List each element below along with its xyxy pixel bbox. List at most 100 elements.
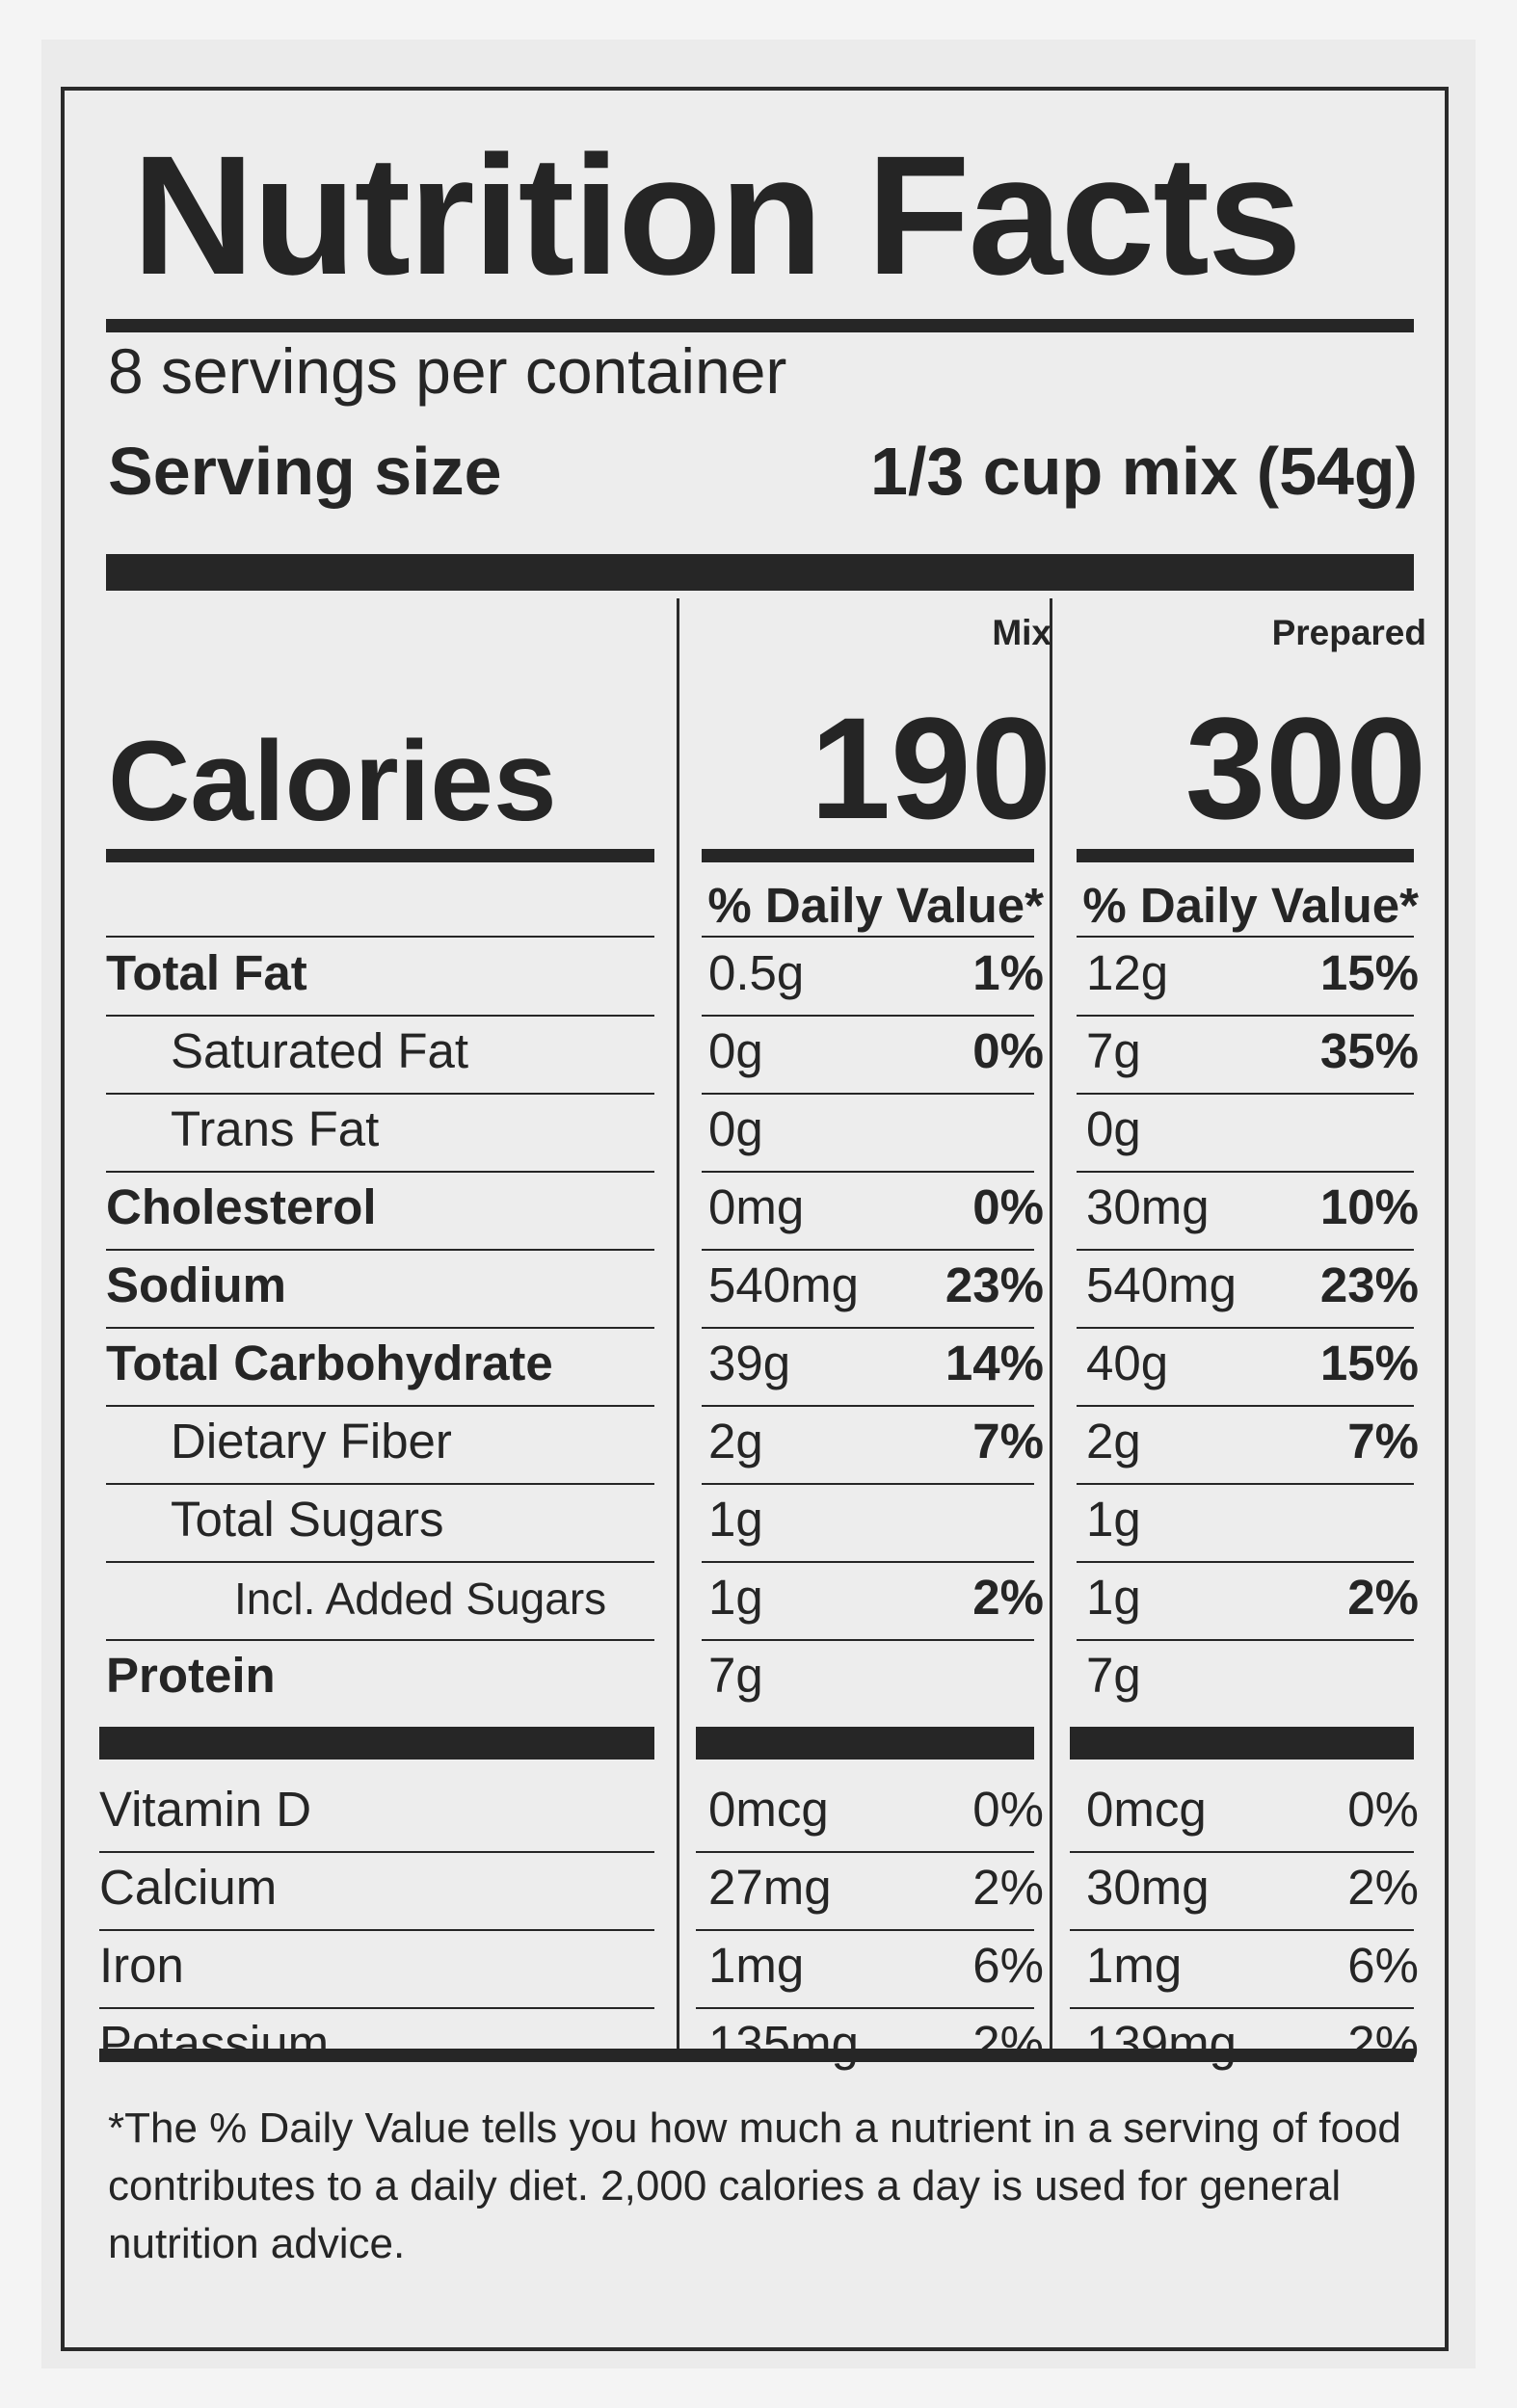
mix-daily-value: 6% [972, 1938, 1044, 1993]
mix-daily-value: 2% [972, 1570, 1044, 1625]
prepared-daily-value: 7% [1347, 1414, 1419, 1469]
nutrient-row: Protein 7g 7g [65, 1641, 1445, 1719]
serving-thick-rule [106, 554, 1414, 591]
mix-amount: 1g [708, 1492, 763, 1547]
row-divider-left [106, 1015, 654, 1017]
row-divider-prepared [1077, 1561, 1414, 1563]
mix-amount: 0.5g [708, 945, 805, 1000]
calories-rule-mix [702, 849, 1034, 862]
nutrient-name: Saturated Fat [171, 1023, 469, 1078]
row-divider-left [106, 1561, 654, 1563]
row-divider-mix [702, 1405, 1034, 1407]
micronutrient-row: Calcium 27mg 2% 30mg 2% [65, 1853, 1445, 1931]
nutrient-row: Incl. Added Sugars 1g 2% 1g 2% [65, 1563, 1445, 1641]
mix-daily-value: 23% [945, 1257, 1044, 1312]
mix-amount: 0g [708, 1101, 763, 1156]
column-divider-mix [677, 598, 679, 2049]
row-divider-left [106, 1483, 654, 1485]
micronutrient-name: Iron [99, 1938, 184, 1993]
nutrient-row: Total Fat 0.5g 1% 12g 15% [65, 939, 1445, 1017]
nutrient-name: Total Carbohydrate [106, 1336, 553, 1390]
prepared-daily-value: 15% [1319, 945, 1419, 1000]
prepared-amount: 12g [1086, 945, 1169, 1000]
mix-amount: 7g [708, 1648, 763, 1703]
nutrient-row: Saturated Fat 0g 0% 7g 35% [65, 1017, 1445, 1095]
calories-rule-left [106, 849, 654, 862]
dv-header-divider-left [106, 936, 654, 938]
row-divider-prepared [1077, 1171, 1414, 1173]
row-divider-left [106, 1171, 654, 1173]
prepared-amount: 30mg [1086, 1860, 1210, 1915]
row-divider-left [106, 1093, 654, 1095]
calories-label: Calories [108, 718, 557, 845]
mix-amount: 0mcg [708, 1782, 829, 1837]
column-heading-prepared: Prepared [1271, 613, 1426, 652]
prepared-amount: 7g [1086, 1648, 1141, 1703]
row-divider-prepared [1077, 1639, 1414, 1641]
column-heading-mix: Mix [992, 613, 1051, 652]
micronutrient-bar-mix [696, 1727, 1034, 1760]
mix-amount: 0g [708, 1023, 763, 1078]
servings-per-container: 8 servings per container [108, 335, 787, 407]
prepared-amount: 30mg [1086, 1179, 1210, 1234]
serving-size-value: 1/3 cup mix (54g) [870, 434, 1418, 509]
footnote-rule [99, 2049, 1414, 2062]
prepared-daily-value: 23% [1319, 1257, 1419, 1312]
prepared-daily-value: 15% [1319, 1336, 1419, 1390]
row-divider-mix [696, 2007, 1034, 2009]
mix-daily-value: 0% [972, 1023, 1044, 1078]
micronutrient-name: Vitamin D [99, 1782, 312, 1837]
column-divider-prepared [1050, 598, 1052, 2049]
mix-amount: 540mg [708, 1257, 859, 1312]
row-divider-prepared [1077, 1249, 1414, 1251]
micronutrient-bar-prepared [1070, 1727, 1414, 1760]
prepared-daily-value: 35% [1319, 1023, 1419, 1078]
nutrient-row: Total Carbohydrate 39g 14% 40g 15% [65, 1329, 1445, 1407]
row-divider-left [106, 1639, 654, 1641]
row-divider-prepared [1077, 1483, 1414, 1485]
row-divider-prepared [1077, 1405, 1414, 1407]
calories-rule-prepared [1077, 849, 1414, 862]
mix-amount: 2g [708, 1414, 763, 1469]
row-divider-prepared [1070, 1851, 1414, 1853]
nutrient-name: Incl. Added Sugars [234, 1574, 607, 1624]
nutrient-name: Protein [106, 1648, 276, 1703]
row-divider-prepared [1077, 1327, 1414, 1329]
micronutrient-row: Vitamin D 0mcg 0% 0mcg 0% [65, 1775, 1445, 1853]
mix-daily-value: 2% [972, 1860, 1044, 1915]
nutrient-row: Total Sugars 1g 1g [65, 1485, 1445, 1563]
row-divider-mix [702, 1561, 1034, 1563]
nutrient-name: Trans Fat [171, 1101, 380, 1156]
prepared-amount: 0mcg [1086, 1782, 1207, 1837]
dv-header-divider-mix [702, 936, 1034, 938]
nutrition-facts-label: Nutrition Facts 8 servings per container… [61, 87, 1449, 2351]
row-divider-mix [702, 1015, 1034, 1017]
row-divider-left [106, 1249, 654, 1251]
prepared-daily-value: 2% [1347, 1570, 1419, 1625]
daily-value-header-mix: % Daily Value* [707, 878, 1044, 933]
calories-prepared-value: 300 [1184, 687, 1426, 849]
prepared-daily-value: 2% [1347, 1860, 1419, 1915]
row-divider-prepared [1070, 2007, 1414, 2009]
nutrient-row: Sodium 540mg 23% 540mg 23% [65, 1251, 1445, 1329]
row-divider-left [99, 1851, 654, 1853]
row-divider-mix [702, 1639, 1034, 1641]
dv-header-divider-prepared [1077, 936, 1414, 938]
mix-daily-value: 1% [972, 945, 1044, 1000]
daily-value-footnote: *The % Daily Value tells you how much a … [108, 2104, 1401, 2267]
prepared-amount: 7g [1086, 1023, 1141, 1078]
row-divider-prepared [1070, 1929, 1414, 1931]
nutrient-name: Cholesterol [106, 1179, 377, 1234]
prepared-daily-value: 10% [1319, 1179, 1419, 1234]
row-divider-left [106, 1405, 654, 1407]
mix-daily-value: 14% [945, 1336, 1044, 1390]
prepared-daily-value: 6% [1347, 1938, 1419, 1993]
daily-value-header-prepared: % Daily Value* [1082, 878, 1419, 933]
prepared-amount: 2g [1086, 1414, 1141, 1469]
nutrient-name: Sodium [106, 1257, 286, 1312]
nutrient-name: Total Sugars [171, 1492, 444, 1547]
title-rule [106, 319, 1414, 332]
micronutrient-row: Iron 1mg 6% 1mg 6% [65, 1931, 1445, 2009]
micronutrient-bar-left [99, 1727, 654, 1760]
mix-amount: 1g [708, 1570, 763, 1625]
